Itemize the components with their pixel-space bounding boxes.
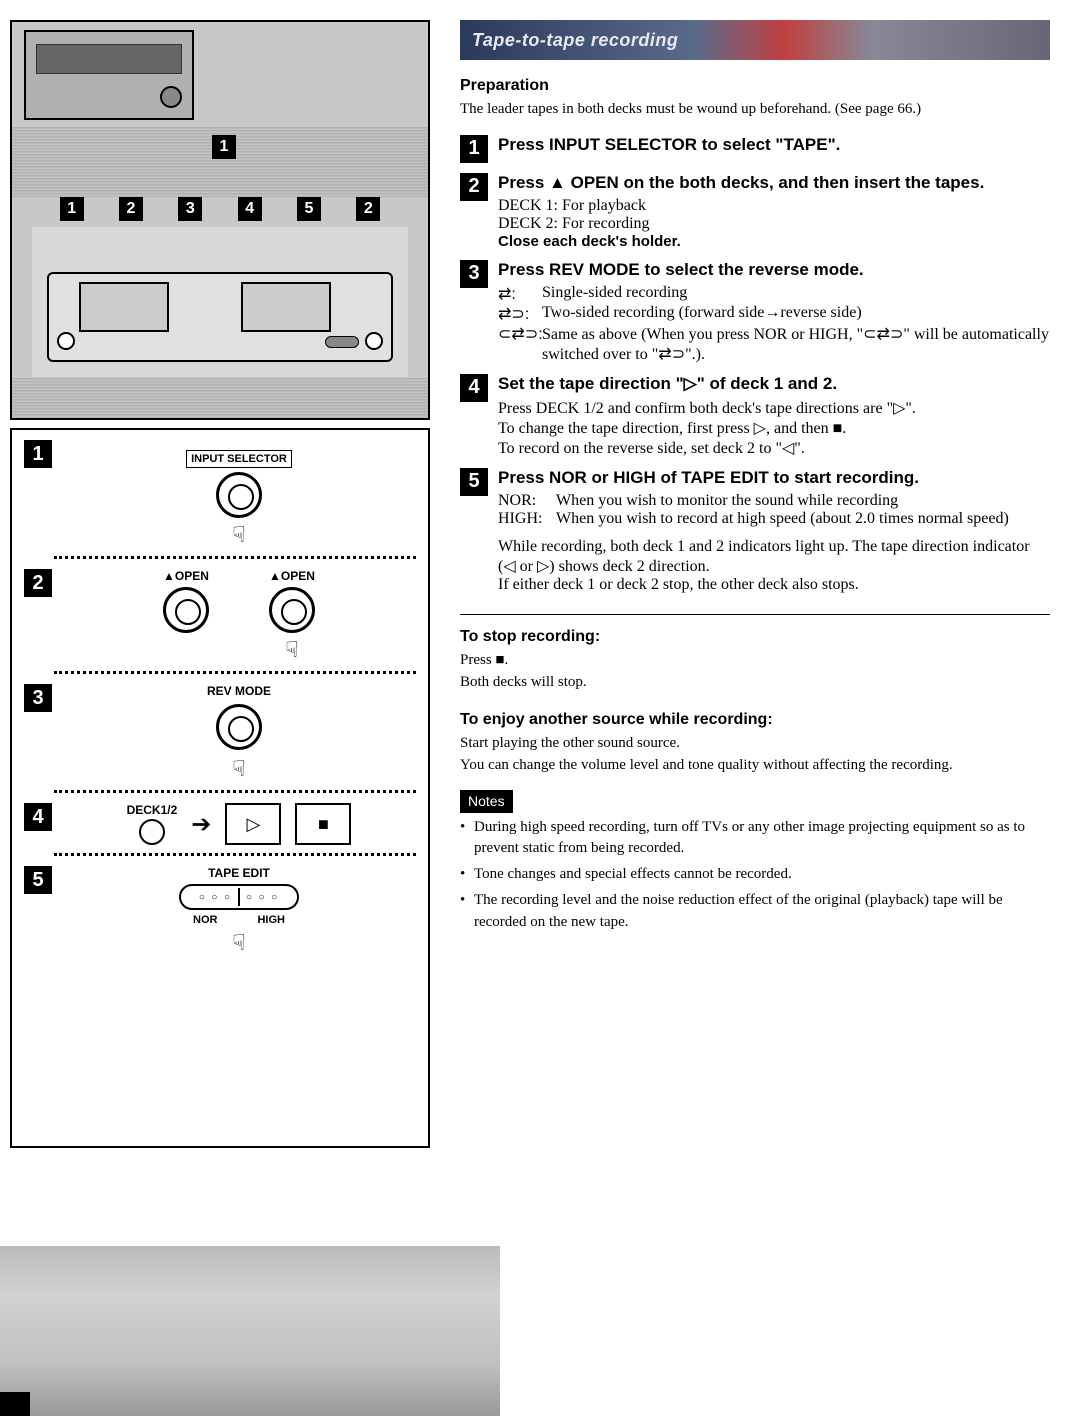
- step1-badge: 1: [24, 440, 52, 468]
- preparation-head: Preparation: [460, 74, 1050, 97]
- open-knob-2-icon: [269, 587, 315, 633]
- stop-recording-section: To stop recording: Press ■. Both decks w…: [460, 625, 1050, 694]
- enjoy-l2: You can change the volume level and tone…: [460, 755, 1050, 777]
- enjoy-l1: Start playing the other sound source.: [460, 733, 1050, 755]
- rev-mode-label: REV MODE: [207, 684, 271, 698]
- open-knob-1-icon: [163, 587, 209, 633]
- step5-title: Press NOR or HIGH of TAPE EDIT to start …: [498, 468, 1050, 488]
- left-column: 1 2 3 4 5 2 1 1: [0, 0, 440, 1416]
- step5-tail2: If either deck 1 or deck 2 stop, the oth…: [498, 576, 1050, 594]
- enjoy-section: To enjoy another source while recording:…: [460, 708, 1050, 777]
- step1-text: 1 Press INPUT SELECTOR to select "TAPE".: [460, 135, 1050, 163]
- step3-m1: Single-sided recording: [542, 284, 687, 304]
- step2-l3: Close each deck's holder.: [498, 233, 1050, 250]
- diagram-step-badges: 1 2 3 4 5 2: [12, 197, 428, 221]
- deck12-knob-icon: [139, 819, 165, 845]
- step2-badge: 2: [24, 569, 52, 597]
- tape-deck-illustration: [32, 227, 408, 377]
- enjoy-head: To enjoy another source while recording:: [460, 708, 1050, 731]
- bottom-gray-block: [0, 1246, 500, 1416]
- step4-title: Set the tape direction "▷" of deck 1 and…: [498, 374, 1050, 394]
- badge-2: 2: [119, 197, 143, 221]
- open-label-1: ▲OPEN: [163, 569, 209, 583]
- step5-num: 5: [460, 468, 488, 496]
- play-button-icon: ▷: [225, 803, 281, 845]
- step1-num: 1: [460, 135, 488, 163]
- step5-text: 5 Press NOR or HIGH of TAPE EDIT to star…: [460, 468, 1050, 594]
- step3-graphic: 3 REV MODE ☟: [24, 684, 416, 782]
- step4-text: 4 Set the tape direction "▷" of deck 1 a…: [460, 374, 1050, 458]
- step5-graphic: 5 TAPE EDIT ○ ○ ○ ○ ○ ○ NOR HIGH: [24, 866, 416, 956]
- stop-head: To stop recording:: [460, 625, 1050, 648]
- nor-label: NOR: [193, 914, 217, 926]
- step4-badge: 4: [24, 803, 52, 831]
- step3-m2: Two-sided recording (forward side→revers…: [542, 304, 862, 324]
- badge-6: 2: [356, 197, 380, 221]
- arrow-right-icon: ➔: [191, 810, 211, 839]
- tape-edit-label: TAPE EDIT: [208, 866, 270, 880]
- step2-num: 2: [460, 173, 488, 201]
- step3-num: 3: [460, 260, 488, 288]
- note-1: During high speed recording, turn off TV…: [460, 817, 1050, 861]
- deck12-label: DECK1/2: [127, 803, 178, 817]
- step4-l1: Press DECK 1/2 and confirm both deck's t…: [498, 398, 1050, 418]
- stop-l2: Both decks will stop.: [460, 672, 1050, 694]
- right-column: Tape-to-tape recording Preparation The l…: [440, 0, 1080, 1416]
- steps-panel: 1 INPUT SELECTOR ☟ 2 ▲OPEN: [10, 428, 430, 1148]
- notes-section: Notes During high speed recording, turn …: [460, 790, 1050, 937]
- press-hand-icon: ☟: [232, 522, 245, 548]
- preparation-section: Preparation The leader tapes in both dec…: [460, 74, 1050, 121]
- step5-nor: When you wish to monitor the sound while…: [556, 492, 898, 510]
- badge-1: 1: [60, 197, 84, 221]
- step1-title: Press INPUT SELECTOR to select "TAPE".: [498, 135, 1050, 155]
- step3-text: 3 Press REV MODE to select the reverse m…: [460, 260, 1050, 364]
- notes-label: Notes: [460, 790, 513, 812]
- step4-l2: To change the tape direction, first pres…: [498, 418, 1050, 438]
- high-label: HIGH: [257, 914, 285, 926]
- step5-high: When you wish to record at high speed (a…: [556, 510, 1009, 528]
- press-hand-icon: ☟: [232, 756, 245, 782]
- step2-l1: DECK 1: For playback: [498, 197, 1050, 215]
- equipment-diagram-panel: 1 2 3 4 5 2 1: [10, 20, 430, 420]
- step5-badge: 5: [24, 866, 52, 894]
- input-selector-label: INPUT SELECTOR: [186, 450, 292, 468]
- step2-l2: DECK 2: For recording: [498, 215, 1050, 233]
- press-hand-icon: ☟: [232, 930, 245, 956]
- badge-top-1: 1: [212, 135, 236, 159]
- badge-5: 5: [297, 197, 321, 221]
- rev-mode-knob-icon: [216, 704, 262, 750]
- step2-graphic: 2 ▲OPEN ▲OPEN ☟: [24, 569, 416, 663]
- tape-edit-oval-icon: ○ ○ ○ ○ ○ ○: [179, 884, 299, 910]
- title-bar: Tape-to-tape recording: [460, 20, 1050, 60]
- step2-text: 2 Press ▲ OPEN on the both decks, and th…: [460, 173, 1050, 250]
- badge-4: 4: [238, 197, 262, 221]
- note-2: Tone changes and special effects cannot …: [460, 864, 1050, 886]
- note-3: The recording level and the noise reduct…: [460, 890, 1050, 934]
- step4-l3: To record on the reverse side, set deck …: [498, 438, 1050, 458]
- step5-tail1: While recording, both deck 1 and 2 indic…: [498, 538, 1050, 576]
- badge-3: 3: [178, 197, 202, 221]
- step3-title: Press REV MODE to select the reverse mod…: [498, 260, 1050, 280]
- step2-title: Press ▲ OPEN on the both decks, and then…: [498, 173, 1050, 193]
- open-label-2: ▲OPEN: [269, 569, 315, 583]
- step1-graphic: 1 INPUT SELECTOR ☟: [24, 440, 416, 548]
- press-hand-icon: ☟: [285, 637, 298, 663]
- step3-badge: 3: [24, 684, 52, 712]
- preparation-body: The leader tapes in both decks must be w…: [460, 99, 1050, 121]
- stop-l1: Press ■.: [460, 650, 1050, 672]
- bottom-black-tab: [0, 1392, 30, 1416]
- step3-m3: Same as above (When you press NOR or HIG…: [542, 324, 1050, 364]
- step4-num: 4: [460, 374, 488, 402]
- stop-button-icon: ■: [295, 803, 351, 845]
- receiver-illustration: [24, 30, 194, 120]
- input-selector-knob-icon: [216, 472, 262, 518]
- step4-graphic: 4 DECK1/2 ➔ ▷ ■: [24, 803, 416, 845]
